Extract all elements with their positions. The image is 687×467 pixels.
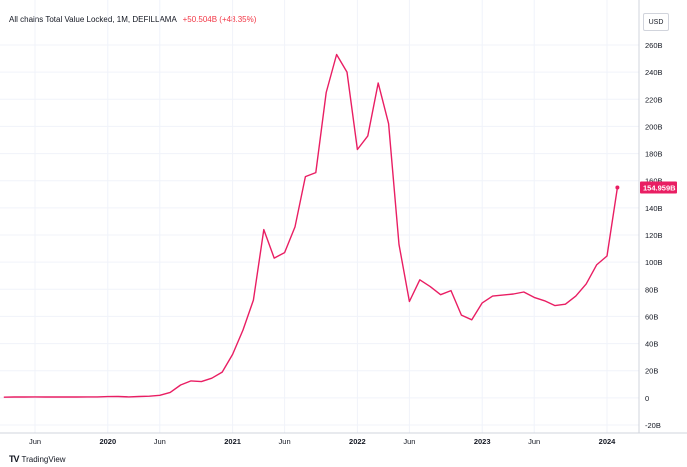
legend-title: All chains Total Value Locked, 1M, DEFIL… bbox=[9, 15, 177, 24]
x-tick-label: 2024 bbox=[599, 437, 617, 446]
x-tick-label: Jun bbox=[403, 437, 415, 446]
x-tick-label: Jun bbox=[528, 437, 540, 446]
x-tick-label: 2021 bbox=[224, 437, 241, 446]
y-tick-label: 100B bbox=[645, 258, 663, 267]
brand-name: TradingView bbox=[21, 454, 66, 464]
x-tick-label: Jun bbox=[29, 437, 41, 446]
y-tick-label: 200B bbox=[645, 122, 663, 131]
currency-button[interactable]: USD bbox=[643, 13, 669, 31]
x-tick-label: 2022 bbox=[349, 437, 366, 446]
y-tick-label: 40B bbox=[645, 340, 658, 349]
y-tick-label: 180B bbox=[645, 150, 663, 159]
y-tick-label: 80B bbox=[645, 285, 658, 294]
x-tick-label: Jun bbox=[279, 437, 291, 446]
x-tick-label: 2020 bbox=[99, 437, 116, 446]
y-tick-label: 220B bbox=[645, 95, 663, 104]
tradingview-logo-icon: TV bbox=[9, 454, 19, 464]
chart-legend: All chains Total Value Locked, 1M, DEFIL… bbox=[9, 15, 256, 24]
y-tick-label: 120B bbox=[645, 231, 663, 240]
x-tick-label: 2023 bbox=[474, 437, 491, 446]
legend-change: +50.504B (+48.35%) bbox=[182, 15, 257, 24]
y-tick-label: 160B bbox=[645, 177, 663, 186]
y-tick-label: 240B bbox=[645, 68, 663, 77]
y-tick-label: 140B bbox=[645, 204, 663, 213]
last-point-marker bbox=[615, 185, 620, 190]
y-tick-label: -20B bbox=[645, 421, 661, 430]
x-tick-label: Jun bbox=[154, 437, 166, 446]
last-value-label-bg bbox=[640, 181, 677, 194]
series-line bbox=[3, 53, 619, 398]
y-tick-label: 0 bbox=[645, 394, 649, 403]
last-value-text: 154.959B bbox=[643, 184, 676, 193]
tradingview-brand[interactable]: TV TradingView bbox=[9, 454, 66, 464]
y-tick-label: 60B bbox=[645, 312, 658, 321]
y-tick-label: 260B bbox=[645, 41, 663, 50]
y-tick-label: 20B bbox=[645, 367, 658, 376]
last-value-label: 154.959B bbox=[640, 181, 677, 194]
